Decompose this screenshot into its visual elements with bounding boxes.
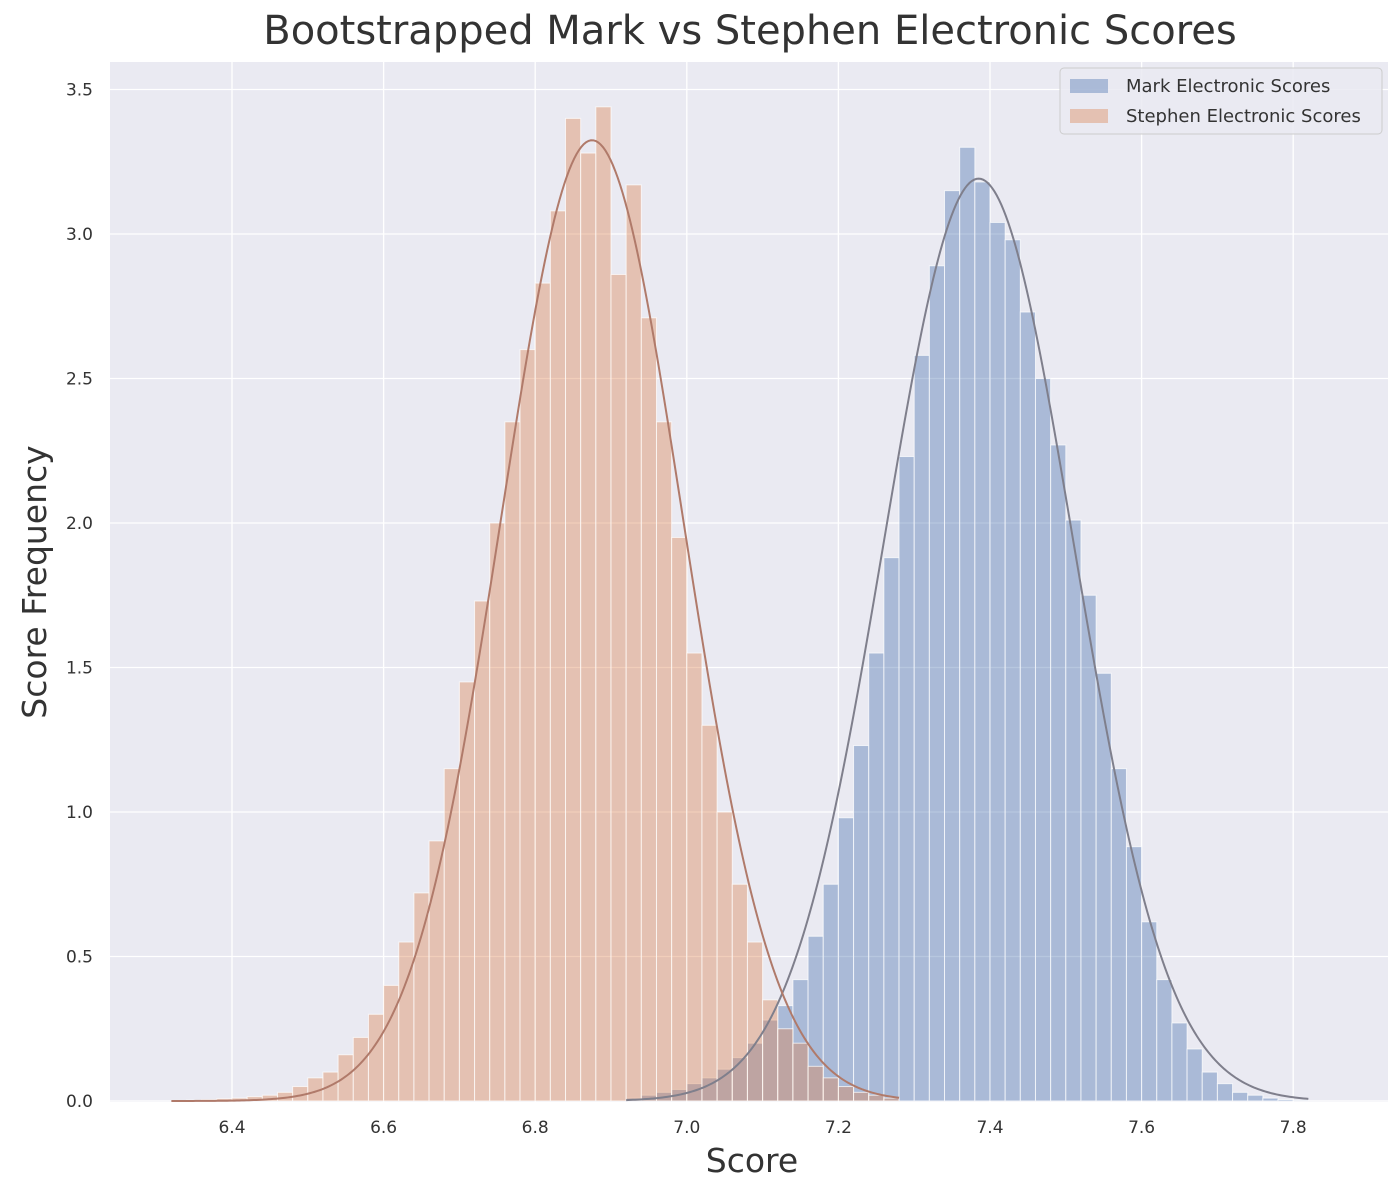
bar-mark: [1262, 1097, 1279, 1102]
bar-mark: [1019, 311, 1036, 1102]
bar-mark: [1050, 444, 1067, 1102]
bar-stephen: [443, 768, 460, 1102]
bar-stephen: [837, 1086, 855, 1102]
bar-mark: [1065, 519, 1082, 1102]
legend-swatch-stephen: [1070, 109, 1108, 123]
bar-mark: [944, 190, 961, 1102]
bar-stephen: [792, 1042, 809, 1102]
plot-area: [110, 62, 1388, 1102]
bar-mark: [959, 146, 976, 1102]
bar-stephen: [367, 1013, 385, 1102]
bar-stephen: [853, 1091, 870, 1102]
bar-stephen: [489, 522, 506, 1102]
bar-mark: [1186, 1048, 1203, 1102]
y-tick-label: 0.5: [66, 948, 93, 968]
legend-swatch-mark: [1070, 79, 1108, 93]
bar-mark: [974, 181, 991, 1102]
bar-stephen: [625, 184, 642, 1102]
bar-mark: [1247, 1094, 1264, 1102]
bar-mark: [898, 456, 915, 1102]
bar-mark: [1095, 672, 1112, 1102]
bar-mark: [1141, 921, 1158, 1102]
chart-title: Bootstrapped Mark vs Stephen Electronic …: [263, 8, 1236, 54]
density-curves: [171, 139, 1309, 1102]
legend-box: [1059, 67, 1383, 135]
bar-stephen: [413, 892, 430, 1102]
bar-stephen: [549, 210, 567, 1102]
bar-stephen: [762, 999, 779, 1102]
bar-mark: [868, 652, 885, 1102]
bar-stephen: [519, 349, 536, 1102]
bar-stephen: [716, 811, 733, 1102]
bar-stephen: [822, 1077, 839, 1102]
bar-stephen: [565, 117, 582, 1102]
x-tick-label: 6.6: [370, 1118, 397, 1138]
histogram-bars: [170, 106, 1309, 1102]
legend-label-mark: Mark Electronic Scores: [1126, 76, 1330, 97]
kde-curve-mark: [626, 177, 1309, 1102]
bar-stephen: [580, 152, 597, 1102]
bar-stephen: [640, 317, 657, 1102]
bar-mark: [1171, 1022, 1188, 1102]
bar-stephen: [671, 536, 688, 1102]
y-axis-label: Score Frequency: [15, 445, 54, 718]
tick-labels: 6.4 6.6 6.8 7.0 7.2 7.4 7.6 7.8 0.0 0.5 1.0 1.5 2.0 2…: [66, 81, 1307, 1139]
y-tick-label: 2.0: [66, 514, 93, 534]
y-tick-label: 2.5: [66, 370, 93, 390]
bar-mark: [1156, 979, 1173, 1102]
y-tick-label: 1.5: [66, 659, 93, 679]
bar-mark: [883, 557, 900, 1102]
bar-mark: [1216, 1083, 1234, 1102]
x-axis-label: Score: [706, 1141, 798, 1180]
legend-label-stephen: Stephen Electronic Scores: [1126, 106, 1361, 127]
bar-stephen: [504, 421, 521, 1102]
legend: Mark Electronic Scores Stephen Electroni…: [1059, 67, 1383, 135]
y-tick-label: 1.0: [66, 803, 93, 823]
y-tick-label: 3.0: [66, 225, 93, 245]
kde-curve-stephen: [171, 139, 900, 1102]
bar-mark: [928, 265, 946, 1102]
bar-mark: [1277, 1099, 1294, 1102]
y-tick-label: 0.0: [66, 1092, 93, 1112]
bar-mark: [1201, 1071, 1218, 1102]
bar-mark: [1034, 378, 1052, 1102]
bar-stephen: [701, 724, 718, 1102]
bar-stephen: [337, 1054, 354, 1102]
y-tick-label: 3.5: [66, 81, 93, 101]
x-tick-label: 7.2: [825, 1118, 852, 1138]
bar-stephen: [655, 421, 673, 1102]
bar-stephen: [610, 273, 627, 1102]
bar-mark: [853, 745, 870, 1102]
bar-stephen: [746, 941, 764, 1102]
bar-stephen: [383, 984, 400, 1102]
bar-stephen: [534, 282, 551, 1102]
bar-mark: [1004, 239, 1021, 1102]
x-tick-label: 7.4: [976, 1118, 1003, 1138]
x-tick-label: 7.6: [1128, 1118, 1155, 1138]
bar-mark: [989, 221, 1006, 1102]
bar-mark: [822, 883, 839, 1102]
bar-stephen: [595, 106, 612, 1102]
bar-mark: [1232, 1091, 1249, 1102]
x-tick-label: 7.8: [1280, 1118, 1307, 1138]
bar-mark: [1080, 594, 1097, 1102]
x-tick-label: 6.8: [522, 1118, 549, 1138]
x-tick-label: 6.4: [218, 1118, 245, 1138]
x-tick-label: 7.0: [673, 1118, 700, 1138]
bar-stephen: [777, 1028, 794, 1102]
bar-stephen: [868, 1094, 885, 1102]
bar-mark: [1292, 1099, 1309, 1102]
bar-mark: [913, 354, 930, 1102]
bar-stephen: [807, 1065, 824, 1102]
bar-stephen: [883, 1097, 900, 1102]
bar-stephen: [458, 681, 476, 1102]
bar-stephen: [686, 652, 703, 1102]
bar-mark: [837, 817, 855, 1102]
